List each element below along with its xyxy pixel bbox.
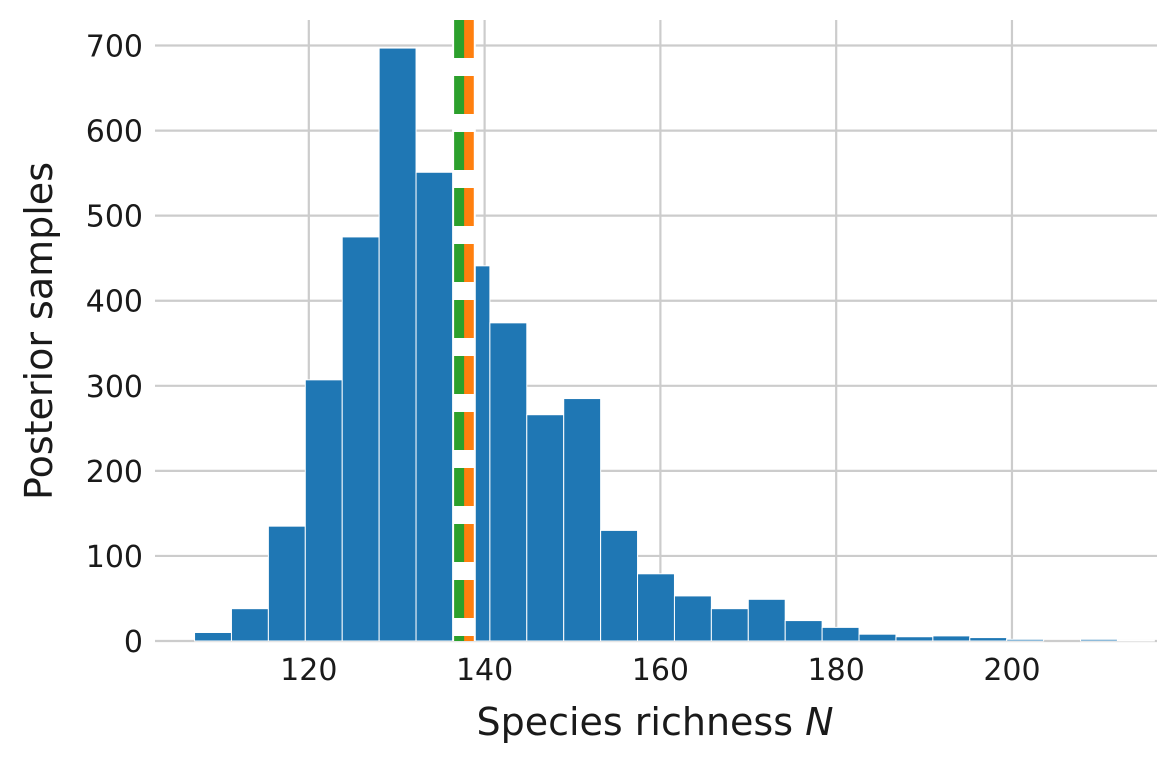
- histogram-bar: [673, 595, 712, 642]
- histogram-bar: [415, 171, 454, 642]
- y-tick-label: 200: [86, 455, 143, 490]
- y-tick-label: 700: [86, 30, 143, 65]
- histogram-bar: [563, 398, 602, 642]
- x-tick-label: 200: [983, 653, 1040, 688]
- x-axis-label: Species richness N: [476, 700, 833, 744]
- histogram-bar: [1116, 639, 1155, 642]
- y-tick-label: 600: [86, 115, 143, 150]
- x-tick-label: 120: [280, 653, 337, 688]
- histogram-bar: [895, 636, 934, 642]
- histogram-bar: [710, 608, 749, 642]
- histogram-bar: [784, 620, 823, 642]
- histogram-bar: [637, 573, 675, 642]
- x-tick-label: 140: [456, 653, 513, 688]
- histogram-bar: [821, 626, 860, 642]
- x-tick-labels: 120 140 160 180 200: [280, 653, 1040, 688]
- y-tick-label: 400: [86, 285, 143, 320]
- reference-lines: [452, 20, 476, 641]
- y-tick-label: 0: [124, 625, 143, 660]
- y-tick-label: 500: [86, 200, 143, 235]
- histogram-bars: [194, 47, 1155, 642]
- x-tick-label: 180: [808, 653, 865, 688]
- histogram-bar: [341, 236, 380, 642]
- histogram-bar: [304, 379, 343, 642]
- x-tick-label: 160: [632, 653, 689, 688]
- histogram-bar: [1080, 638, 1118, 642]
- histogram-bar: [858, 633, 897, 642]
- histogram-bar: [230, 608, 269, 642]
- y-tick-label: 300: [86, 370, 143, 405]
- histogram-bar: [194, 631, 232, 642]
- y-tick-label: 100: [86, 540, 143, 575]
- y-tick-labels: 0 100 200 300 400 500 600 700: [86, 30, 143, 660]
- histogram-bar: [489, 322, 528, 642]
- histogram-bar: [526, 414, 565, 642]
- histogram-bar: [932, 635, 971, 642]
- histogram-bar: [1006, 638, 1045, 642]
- histogram-bar: [747, 598, 786, 642]
- histogram-bar: [969, 637, 1008, 642]
- histogram-bar: [378, 47, 417, 642]
- y-axis-label: Posterior samples: [17, 162, 61, 500]
- histogram-bar: [600, 529, 639, 642]
- histogram-bar: [267, 525, 306, 642]
